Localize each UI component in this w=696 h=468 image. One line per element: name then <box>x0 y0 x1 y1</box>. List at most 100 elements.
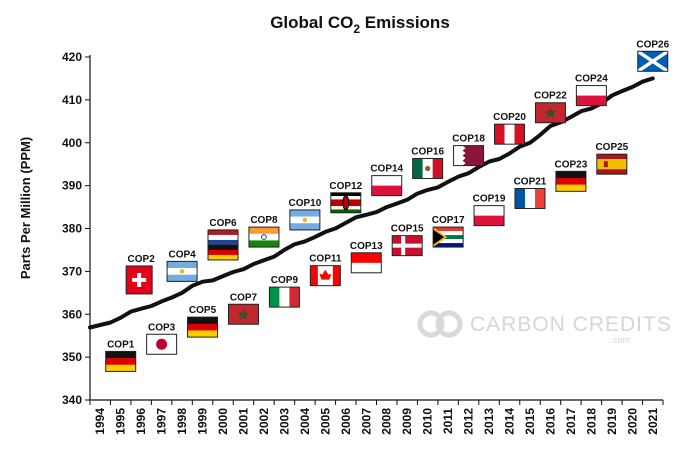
flag-border <box>227 303 259 325</box>
flag-border <box>371 175 403 197</box>
x-tick-label: 2021 <box>646 408 660 435</box>
x-tick-label: 2017 <box>564 408 578 435</box>
canada-flag-icon <box>309 265 341 287</box>
poland-flag-icon <box>575 85 607 107</box>
x-tick-label: 2001 <box>236 408 250 435</box>
cop-label: COP23 <box>555 159 588 170</box>
y-tick-label: 390 <box>62 179 82 193</box>
cop-label: COP8 <box>250 215 278 226</box>
germany-flag-icon <box>187 316 219 338</box>
netherlands-germany-flag-icon <box>207 229 239 261</box>
mexico-flag-icon <box>412 157 444 179</box>
x-tick-label: 1998 <box>175 408 189 435</box>
y-tick-label: 400 <box>62 136 82 150</box>
flag-border <box>166 260 198 282</box>
x-tick-label: 2020 <box>625 408 639 435</box>
co2-series-line <box>88 76 655 330</box>
south-africa-flag-icon <box>432 226 464 248</box>
x-tick-label: 2002 <box>257 408 271 435</box>
x-tick-label: 1995 <box>114 408 128 435</box>
scotland-flag-icon <box>636 49 669 73</box>
x-tick-label: 1997 <box>155 408 169 435</box>
flag-border <box>125 265 153 295</box>
cop-label: COP24 <box>575 74 608 85</box>
x-tick-label: 2011 <box>441 408 455 434</box>
cop-label: COP9 <box>271 275 299 286</box>
x-axis: 1994 1995 1996 1997 1998 1999 2000 2001 2002 2003… <box>89 399 664 435</box>
flag-border <box>207 229 239 261</box>
cop-label: COP1 <box>107 339 135 350</box>
cop-label: COP21 <box>514 176 547 187</box>
flag-border <box>248 226 280 248</box>
france-flag-icon <box>514 187 546 209</box>
cop-label: COP3 <box>148 322 176 333</box>
flag-border <box>268 286 300 308</box>
flag-border <box>596 153 628 175</box>
flag-border <box>187 316 219 338</box>
cop-label: COP19 <box>473 194 506 205</box>
cop-label: COP4 <box>168 249 196 260</box>
x-tick-label: 2018 <box>584 408 598 435</box>
x-tick-label: 2014 <box>503 408 517 435</box>
poland-flag-icon <box>473 205 505 227</box>
cop-label: COP2 <box>128 254 156 265</box>
y-tick-label: 370 <box>62 264 82 278</box>
india-flag-icon <box>248 226 280 248</box>
watermark-subtext: .com <box>610 335 630 345</box>
cop-label: COP22 <box>534 91 567 102</box>
y-tick-label: 420 <box>62 50 82 64</box>
series-layer <box>88 76 655 330</box>
spain-flag-icon <box>596 153 628 175</box>
chart-title: Global CO2 Emissions <box>270 13 450 36</box>
carbon-credits-logo-icon <box>417 310 463 338</box>
watermark: CARBON CREDITS .com <box>417 310 672 345</box>
flag-border <box>350 252 382 274</box>
flag-border <box>309 265 341 287</box>
x-tick-label: 2009 <box>400 408 414 435</box>
denmark-flag-icon <box>391 235 423 257</box>
cop-label: COP17 <box>432 215 465 226</box>
flag-border <box>494 123 526 145</box>
flag-border <box>105 350 137 372</box>
cop-label: COP25 <box>595 142 628 153</box>
y-tick-label: 380 <box>62 222 82 236</box>
x-tick-label: 2006 <box>339 408 353 435</box>
qatar-flag-icon <box>453 145 485 167</box>
flag-border <box>575 85 607 107</box>
y-axis: 340 350 360 370 380 390 400 410 420 <box>62 50 91 407</box>
cop-label: COP10 <box>288 198 321 209</box>
x-tick-label: 2003 <box>277 408 291 435</box>
watermark-text: CARBON CREDITS <box>470 313 672 336</box>
flag-border <box>534 102 566 124</box>
x-tick-label: 2010 <box>421 408 435 435</box>
flag-border <box>473 205 505 227</box>
cop-label: COP13 <box>350 241 383 252</box>
flag-border <box>432 226 464 248</box>
cop-label: COP20 <box>493 112 526 123</box>
poland-flag-icon <box>371 175 403 197</box>
cop-label: COP16 <box>411 146 444 157</box>
x-tick-label: 2013 <box>482 408 496 435</box>
indonesia-flag-icon <box>350 252 382 274</box>
cop-label: COP26 <box>636 39 669 50</box>
x-tick-label: 2015 <box>523 408 537 435</box>
flag-border <box>289 209 321 231</box>
cop-label: COP6 <box>209 218 237 229</box>
x-tick-label: 1994 <box>93 408 107 435</box>
y-tick-label: 340 <box>62 393 82 407</box>
argentina-flag-icon <box>289 209 321 231</box>
x-tick-label: 2005 <box>318 408 332 435</box>
argentina-flag-icon <box>166 260 198 282</box>
germany-flag-icon <box>105 350 137 372</box>
morocco-flag-icon <box>227 303 259 325</box>
flag-border <box>146 333 178 355</box>
japan-flag-icon <box>146 333 178 355</box>
x-tick-label: 2019 <box>605 408 619 435</box>
y-tick-label: 360 <box>62 307 82 321</box>
x-tick-label: 2008 <box>380 408 394 435</box>
cop-label: COP5 <box>189 305 217 316</box>
x-tick-label: 2012 <box>462 408 476 435</box>
flag-border <box>637 50 669 72</box>
flag-border <box>412 157 444 179</box>
